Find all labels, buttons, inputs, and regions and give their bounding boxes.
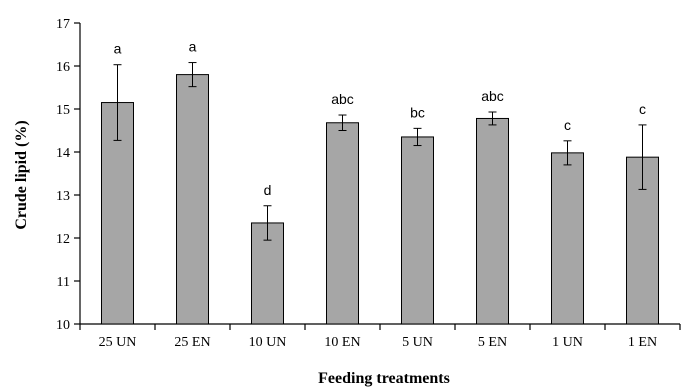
bar [401, 136, 434, 325]
x-tick-label: 5 UN [402, 335, 433, 350]
x-tick-label: 25 EN [174, 335, 210, 350]
y-tick-label: 17 [56, 17, 70, 32]
x-tick-label: 1 EN [628, 335, 657, 350]
significance-label: a [189, 39, 197, 55]
significance-label: bc [410, 104, 425, 120]
x-axis: 25 UN 25 EN 10 UN 10 EN 5 UN 5 EN 1 UN 1 EN [79, 323, 681, 350]
bar [176, 74, 209, 325]
significance-label: d [264, 182, 272, 198]
bar [476, 117, 509, 325]
x-axis-title: Feeding treatments [318, 370, 450, 387]
bar [551, 152, 584, 325]
bar [326, 122, 359, 325]
significance-label: c [564, 117, 571, 133]
y-tick-label: 14 [56, 146, 70, 161]
y-tick-label: 13 [56, 189, 70, 204]
x-tick-label: 10 UN [249, 335, 287, 350]
x-tick-label: 10 EN [324, 335, 360, 350]
x-tick-label: 1 UN [552, 335, 583, 350]
y-tick-label: 11 [57, 275, 70, 290]
x-tick-label: 25 UN [99, 335, 137, 350]
bars: a a d abc bc abc c c [101, 39, 659, 325]
y-axis: 10 11 12 13 14 15 16 17 [56, 17, 81, 333]
y-tick-label: 12 [56, 232, 70, 247]
y-tick-label: 15 [56, 103, 70, 118]
significance-label: abc [481, 88, 504, 104]
significance-label: a [114, 41, 122, 57]
y-axis-title: Crude lipid (%) [13, 120, 30, 229]
y-tick-label: 16 [56, 60, 70, 75]
significance-label: c [639, 101, 646, 117]
significance-label: abc [331, 91, 354, 107]
y-tick-label: 10 [56, 318, 70, 333]
x-tick-label: 5 EN [478, 335, 507, 350]
